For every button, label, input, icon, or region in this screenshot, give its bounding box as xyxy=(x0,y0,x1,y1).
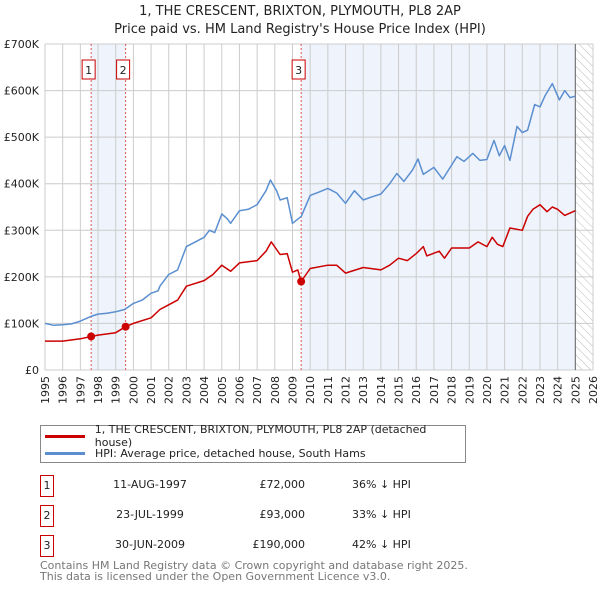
x-tick-label: 1999 xyxy=(110,376,123,404)
transaction-marker-box xyxy=(81,59,96,80)
x-tick-label: 2022 xyxy=(516,376,529,404)
legend-item-hpi: HPI: Average price, detached house, Sout… xyxy=(45,445,366,461)
x-tick-label: 2025 xyxy=(569,376,582,404)
y-tick-label: £200K xyxy=(4,271,40,284)
transaction-hpi-diff: 36% ↓ HPI xyxy=(352,478,411,491)
transaction-number: 2 xyxy=(40,505,54,527)
legend-swatch-hpi xyxy=(45,451,85,455)
x-tick-label: 2014 xyxy=(375,376,388,404)
transaction-price: £93,000 xyxy=(259,508,306,521)
transaction-marker-box xyxy=(291,59,306,80)
x-tick-label: 2001 xyxy=(145,376,158,404)
transaction-date: 23-JUL-1999 xyxy=(116,508,184,521)
transaction-row: 1 11-AUG-1997 £72,000 36% ↓ HPI xyxy=(40,475,540,497)
forecast-hatch xyxy=(575,44,593,370)
footer: Contains HM Land Registry data © Crown c… xyxy=(40,560,468,582)
legend-label-hpi: HPI: Average price, detached house, Sout… xyxy=(95,446,366,460)
x-tick-label: 1998 xyxy=(92,376,105,404)
x-tick-label: 2011 xyxy=(322,376,335,404)
y-tick-label: £0 xyxy=(25,364,39,377)
series-line-property xyxy=(45,203,576,342)
transaction-price: £190,000 xyxy=(252,538,306,551)
x-tick-label: 2007 xyxy=(251,376,264,404)
y-tick-label: £100K xyxy=(4,317,40,330)
footer-licence: This data is licensed under the Open Gov… xyxy=(40,570,391,583)
x-tick-label: 1997 xyxy=(74,376,87,404)
transaction-point xyxy=(87,332,96,341)
transaction-point xyxy=(121,322,130,331)
x-tick-label: 2002 xyxy=(163,376,176,404)
footer-copyright: Contains HM Land Registry data © Crown c… xyxy=(40,559,468,572)
transaction-number: 3 xyxy=(40,535,54,557)
transaction-price: £72,000 xyxy=(259,478,306,491)
chart-subtitle: Price paid vs. HM Land Registry's House … xyxy=(114,22,486,37)
x-tick-label: 2005 xyxy=(216,376,229,404)
y-tick-label: £600K xyxy=(4,85,40,98)
legend-label-property: 1, THE CRESCENT, BRIXTON, PLYMOUTH, PL8 … xyxy=(94,423,427,449)
y-tick-label: £500K xyxy=(4,131,40,144)
y-tick-label: £700K xyxy=(4,38,40,51)
x-tick-label: 2017 xyxy=(428,376,441,404)
chart-title: 1, THE CRESCENT, BRIXTON, PLYMOUTH, PL8 … xyxy=(139,4,461,19)
transaction-marker-label: 2 xyxy=(120,64,127,77)
x-tick-label: 2004 xyxy=(198,376,211,404)
legend-swatch-property xyxy=(45,434,85,438)
x-tick-label: 2018 xyxy=(446,376,459,404)
transaction-marker-box xyxy=(116,59,131,80)
transaction-hpi-diff: 42% ↓ HPI xyxy=(352,538,411,551)
x-tick-label: 2015 xyxy=(393,376,406,404)
x-tick-label: 2021 xyxy=(499,376,512,404)
transaction-point xyxy=(297,277,306,286)
transaction-hpi-diff: 33% ↓ HPI xyxy=(352,508,411,521)
x-tick-label: 2024 xyxy=(552,376,565,404)
x-tick-label: 2010 xyxy=(304,376,317,404)
legend-item-property: 1, THE CRESCENT, BRIXTON, PLYMOUTH, PL8 … xyxy=(45,423,465,449)
x-tick-label: 1995 xyxy=(39,376,52,404)
ownership-shade xyxy=(91,44,126,370)
transaction-row: 2 23-JUL-1999 £93,000 33% ↓ HPI xyxy=(40,505,540,527)
x-tick-label: 2006 xyxy=(233,376,246,404)
y-tick-label: £400K xyxy=(4,178,40,191)
x-tick-label: 2026 xyxy=(587,376,600,404)
transaction-number: 1 xyxy=(40,475,54,497)
x-tick-label: 2013 xyxy=(357,376,370,404)
transaction-date: 11-AUG-1997 xyxy=(113,478,187,491)
x-tick-label: 2023 xyxy=(534,376,547,404)
series-line-hpi xyxy=(44,82,576,327)
legend: 1, THE CRESCENT, BRIXTON, PLYMOUTH, PL8 … xyxy=(40,423,466,463)
x-tick-label: 1996 xyxy=(57,376,70,404)
x-tick-label: 2009 xyxy=(286,376,299,404)
x-tick-label: 2000 xyxy=(127,376,140,404)
transaction-date: 30-JUN-2009 xyxy=(114,538,186,551)
plot-area: 1995 1996 1997 1998 1999 2000 2001 2002 2003 2004… xyxy=(4,38,600,404)
ownership-shade xyxy=(301,44,576,370)
x-tick-label: 2020 xyxy=(481,376,494,404)
x-tick-label: 2012 xyxy=(340,376,353,404)
y-tick-label: £300K xyxy=(4,224,40,237)
x-tick-label: 2003 xyxy=(180,376,193,404)
x-tick-label: 2019 xyxy=(463,376,476,404)
transaction-marker-label: 1 xyxy=(85,64,92,77)
x-tick-label: 2008 xyxy=(269,376,282,404)
transaction-marker-label: 3 xyxy=(295,64,302,77)
transaction-row: 3 30-JUN-2009 £190,000 42% ↓ HPI xyxy=(40,535,540,557)
x-tick-label: 2016 xyxy=(410,376,423,404)
